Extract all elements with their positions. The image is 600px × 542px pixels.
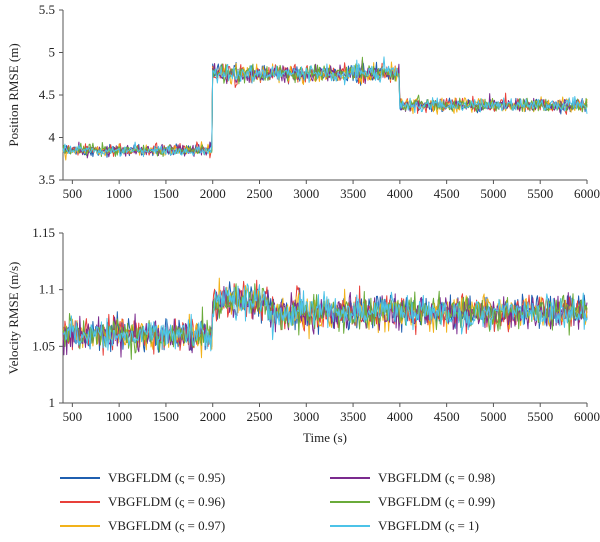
x-tick-label: 2000 (200, 186, 226, 201)
x-tick-label: 3500 (340, 186, 366, 201)
legend-label: VBGFLDM (ς = 0.97) (108, 518, 225, 533)
position-rmse-panel: 3.5 4 4.5 5 5.5 500 1000 1500 2000 2500 3000 3500 40… (6, 2, 600, 201)
legend-label: VBGFLDM (ς = 0.98) (378, 470, 495, 485)
x-tick-label: 1500 (153, 186, 179, 201)
y-tick-label: 1.1 (39, 282, 55, 297)
x-tick-label: 2500 (247, 186, 273, 201)
x-tick-label: 1500 (153, 409, 179, 424)
series-line (62, 56, 588, 158)
x-tick-label: 4000 (387, 186, 413, 201)
y-tick-label: 1.05 (32, 338, 55, 353)
x-tick-label: 5500 (527, 409, 553, 424)
y-tick-label: 1 (49, 395, 56, 410)
x-tick-label: 3500 (340, 409, 366, 424)
legend: VBGFLDM (ς = 0.95) VBGFLDM (ς = 0.96) VBGF… (60, 470, 495, 533)
y-tick-label: 1.15 (32, 225, 55, 240)
y-axis-label: Position RMSE (m) (6, 43, 21, 146)
x-tick-label: 500 (63, 186, 83, 201)
x-tick-label: 3000 (293, 409, 319, 424)
x-tick-label: 5000 (480, 186, 506, 201)
x-tick-label: 1000 (106, 186, 132, 201)
velocity-rmse-panel: 1 1.05 1.1 1.15 500 1000 1500 2000 2500 3000 3500 4… (6, 225, 600, 445)
x-tick-label: 1000 (106, 409, 132, 424)
x-tick-label: 2500 (247, 409, 273, 424)
y-tick-label: 5 (49, 45, 56, 60)
x-tick-label: 4000 (387, 409, 413, 424)
y-tick-label: 4 (49, 130, 56, 145)
x-tick-label: 2000 (200, 409, 226, 424)
y-tick-label: 3.5 (39, 172, 55, 187)
legend-label: VBGFLDM (ς = 1) (378, 518, 479, 533)
x-axis-label: Time (s) (303, 430, 347, 445)
x-tick-label: 4500 (434, 186, 460, 201)
x-tick-label: 6000 (574, 186, 600, 201)
x-tick-label: 500 (63, 409, 83, 424)
x-tick-label: 3000 (293, 186, 319, 201)
series-line (63, 283, 588, 352)
series-line (62, 60, 588, 161)
x-tick-label: 5000 (480, 409, 506, 424)
legend-label: VBGFLDM (ς = 0.99) (378, 494, 495, 509)
x-tick-label: 6000 (574, 409, 600, 424)
x-tick-label: 4500 (434, 409, 460, 424)
y-tick-label: 4.5 (39, 87, 55, 102)
y-axis-label: Velocity RMSE (m/s) (6, 262, 21, 375)
legend-label: VBGFLDM (ς = 0.96) (108, 494, 225, 509)
legend-label: VBGFLDM (ς = 0.95) (108, 470, 225, 485)
x-tick-label: 5500 (527, 186, 553, 201)
y-tick-label: 5.5 (39, 2, 55, 17)
